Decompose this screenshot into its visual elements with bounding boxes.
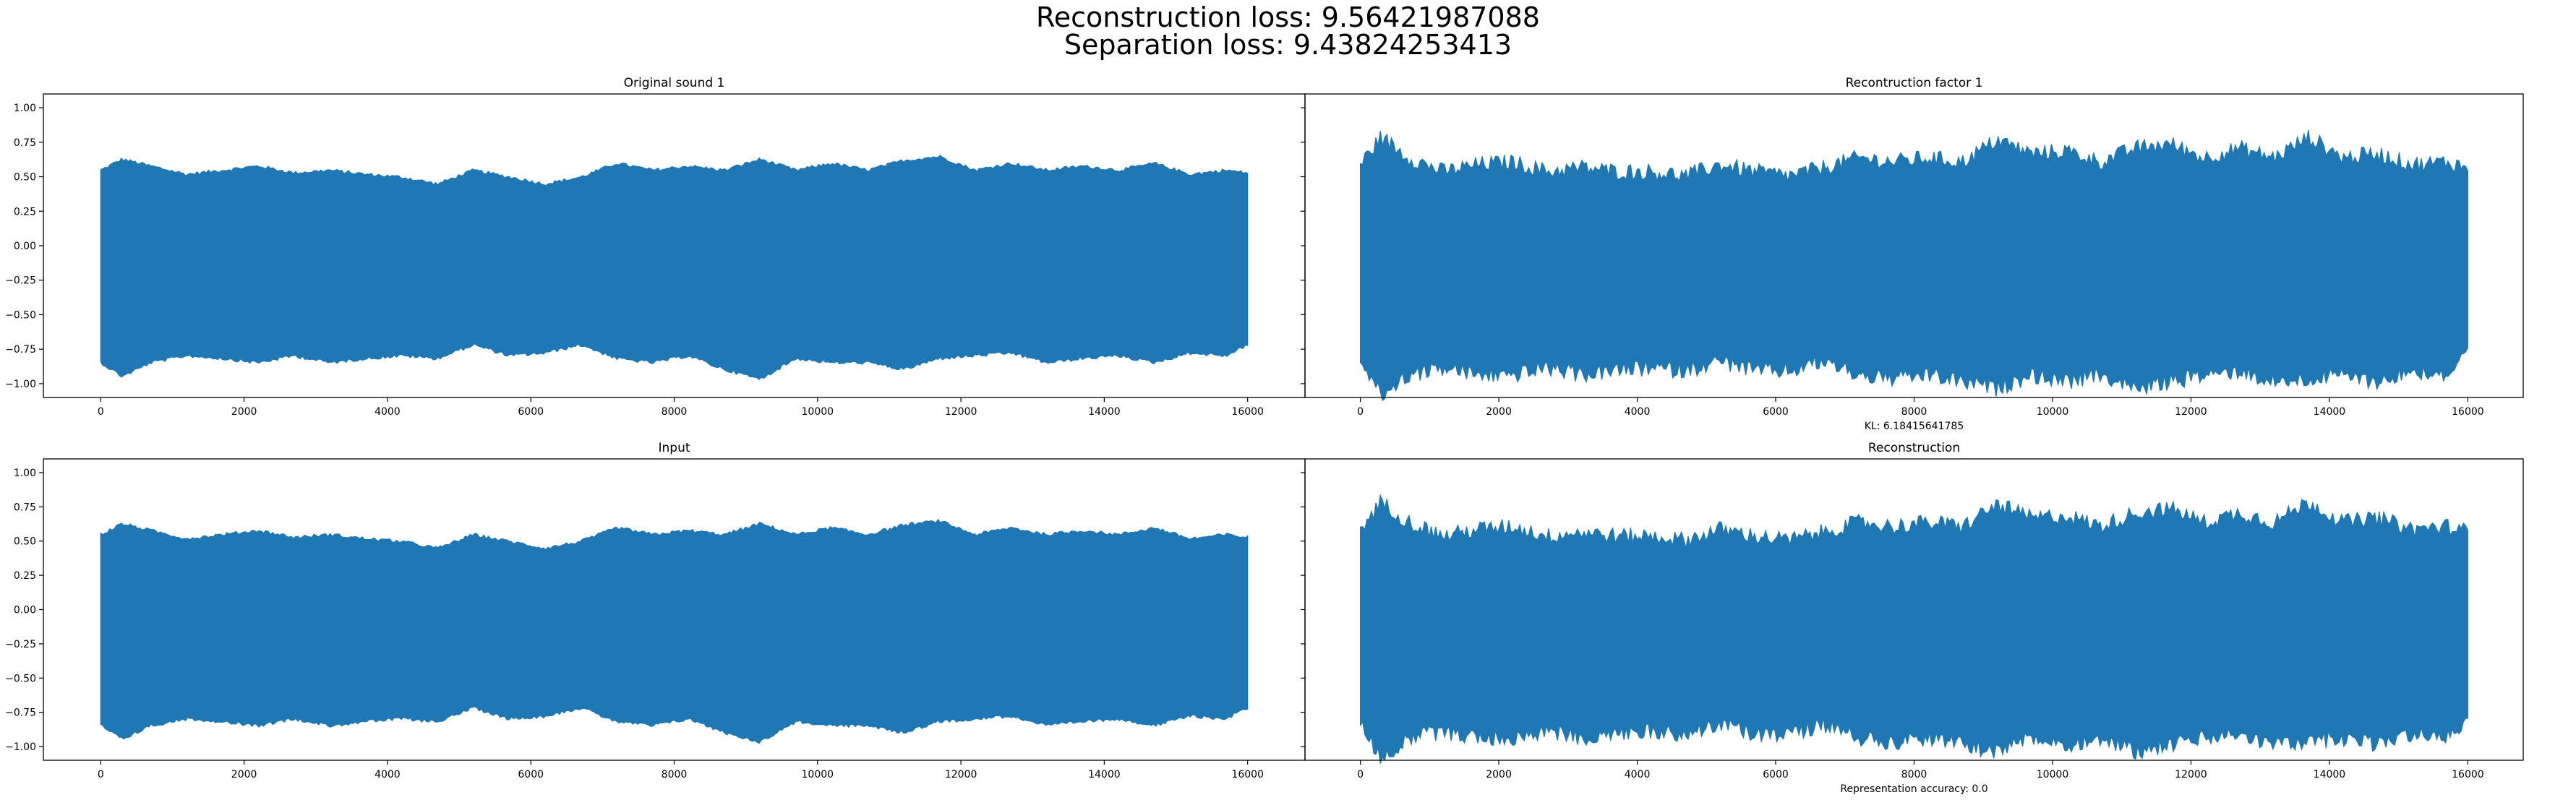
x-tick-label: 16000 bbox=[1231, 406, 1264, 418]
y-tick-label: −0.50 bbox=[5, 309, 36, 321]
y-tick-label: 0.00 bbox=[14, 241, 36, 252]
y-tick-label: −1.00 bbox=[5, 379, 36, 390]
x-tick-label: 2000 bbox=[231, 769, 257, 780]
waveform-series-line bbox=[100, 518, 1249, 744]
y-tick-label: −0.75 bbox=[5, 707, 36, 719]
x-tick-label: 14000 bbox=[1088, 406, 1121, 418]
x-tick-label: 10000 bbox=[802, 769, 834, 780]
x-tick-label: 16000 bbox=[2452, 769, 2484, 780]
subplot-3: Input 0 2000 4000 6000 8000 10000 12000 14000 160… bbox=[5, 441, 1306, 780]
x-tick-label: 16000 bbox=[2452, 406, 2484, 418]
x-tick-label: 14000 bbox=[2314, 769, 2346, 780]
x-tick-label: 12000 bbox=[2175, 406, 2207, 418]
subplot-2: Recontruction factor 1 0 2000 4000 6000 8000 1… bbox=[1301, 76, 2524, 432]
x-tick-label: 12000 bbox=[2175, 769, 2207, 780]
y-tick-label: −0.25 bbox=[5, 639, 36, 650]
x-tick-label: 0 bbox=[98, 406, 104, 418]
x-tick-label: 0 bbox=[1357, 406, 1364, 418]
y-tick-label: 0.25 bbox=[14, 206, 36, 218]
x-tick-label: 4000 bbox=[375, 406, 401, 418]
x-tick-label: 2000 bbox=[231, 406, 257, 418]
x-tick-label: 4000 bbox=[375, 769, 401, 780]
y-tick-label: 1.00 bbox=[14, 103, 36, 114]
y-tick-label: 0.25 bbox=[14, 570, 36, 582]
y-tick-label: 0.50 bbox=[14, 172, 36, 184]
x-tick-label: 8000 bbox=[1901, 406, 1927, 418]
y-tick-label: 0.75 bbox=[14, 137, 36, 149]
waveform-series-line bbox=[1360, 129, 2468, 402]
y-tick-label: 0.75 bbox=[14, 502, 36, 513]
y-tick-label: −0.75 bbox=[5, 344, 36, 356]
x-axis-label: KL: 6.18415641785 bbox=[1865, 421, 1964, 432]
y-tick-label: 1.00 bbox=[14, 468, 36, 479]
y-tick-label: −0.25 bbox=[5, 275, 36, 287]
x-tick-label: 8000 bbox=[662, 769, 688, 780]
x-tick-label: 8000 bbox=[1901, 769, 1927, 780]
y-tick-label: −1.00 bbox=[5, 741, 36, 753]
y-tick-label: 0.50 bbox=[14, 536, 36, 548]
subplot-title: Reconstruction bbox=[1868, 441, 1960, 455]
x-axis-label: Representation accuracy: 0.0 bbox=[1840, 783, 1987, 795]
x-tick-label: 10000 bbox=[2037, 406, 2069, 418]
x-tick-label: 0 bbox=[98, 769, 104, 780]
x-tick-label: 6000 bbox=[1763, 769, 1789, 780]
waveform-series-line bbox=[1360, 494, 2468, 765]
subplot-title: Original sound 1 bbox=[624, 76, 725, 90]
subplot-1: Original sound 1 0 2000 4000 6000 8000 10000 12… bbox=[5, 76, 1306, 418]
x-tick-label: 6000 bbox=[518, 769, 544, 780]
x-tick-label: 4000 bbox=[1625, 406, 1651, 418]
x-tick-label: 12000 bbox=[945, 769, 977, 780]
x-tick-label: 14000 bbox=[1088, 769, 1121, 780]
x-tick-label: 10000 bbox=[802, 406, 834, 418]
y-tick-label: −0.50 bbox=[5, 673, 36, 684]
x-tick-label: 10000 bbox=[2037, 769, 2069, 780]
subplot-title: Recontruction factor 1 bbox=[1846, 76, 1983, 90]
x-tick-label: 12000 bbox=[945, 406, 977, 418]
x-tick-label: 2000 bbox=[1486, 769, 1512, 780]
x-tick-label: 4000 bbox=[1625, 769, 1651, 780]
x-tick-label: 6000 bbox=[518, 406, 544, 418]
y-tick-label: 0.00 bbox=[14, 605, 36, 616]
waveform-series-line bbox=[100, 155, 1249, 381]
x-tick-label: 6000 bbox=[1763, 406, 1789, 418]
x-tick-label: 2000 bbox=[1486, 406, 1512, 418]
x-tick-label: 14000 bbox=[2314, 406, 2346, 418]
subplot-title: Input bbox=[658, 441, 690, 455]
figure-suptitle-line1: Reconstruction loss: 9.56421987088 bbox=[1036, 1, 1540, 33]
x-tick-label: 0 bbox=[1357, 769, 1364, 780]
x-tick-label: 16000 bbox=[1231, 769, 1264, 780]
x-tick-label: 8000 bbox=[662, 406, 688, 418]
subplot-4: Reconstruction 0 2000 4000 6000 8000 10000 1200… bbox=[1301, 441, 2524, 795]
figure-suptitle-line2: Separation loss: 9.43824253413 bbox=[1064, 29, 1512, 61]
